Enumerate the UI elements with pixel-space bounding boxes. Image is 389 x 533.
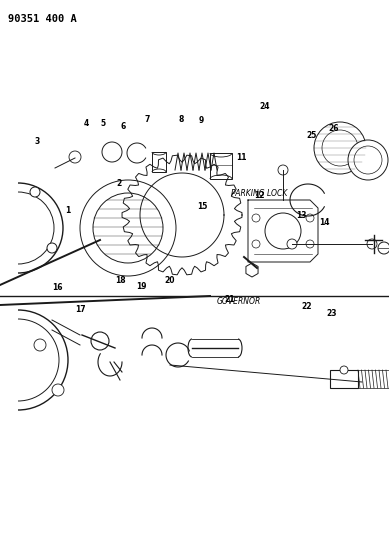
Circle shape <box>69 151 81 163</box>
Text: 11: 11 <box>236 153 246 161</box>
Text: 4: 4 <box>84 119 89 128</box>
Text: PARKING LOCK: PARKING LOCK <box>231 189 288 198</box>
Text: 24: 24 <box>259 102 270 111</box>
Text: 18: 18 <box>115 277 126 285</box>
Circle shape <box>30 187 40 197</box>
Text: 23: 23 <box>326 309 336 318</box>
Circle shape <box>252 214 260 222</box>
Circle shape <box>287 239 297 249</box>
Text: 7: 7 <box>144 116 150 124</box>
Text: 16: 16 <box>53 284 63 292</box>
Text: 3: 3 <box>34 138 40 146</box>
Text: 6: 6 <box>120 123 126 131</box>
Text: 2: 2 <box>116 180 121 188</box>
Bar <box>330 370 358 388</box>
Circle shape <box>306 214 314 222</box>
Circle shape <box>47 243 57 253</box>
Circle shape <box>322 130 358 166</box>
Bar <box>152 152 166 172</box>
Polygon shape <box>246 263 258 277</box>
Text: 20: 20 <box>165 277 175 285</box>
Text: 12: 12 <box>255 191 265 200</box>
Circle shape <box>367 239 377 249</box>
Circle shape <box>354 146 382 174</box>
Text: 14: 14 <box>320 218 330 227</box>
Text: 26: 26 <box>328 125 338 133</box>
Circle shape <box>93 193 163 263</box>
Bar <box>210 153 232 179</box>
Text: 8: 8 <box>179 116 184 124</box>
Text: GOVERNOR: GOVERNOR <box>217 297 261 306</box>
Circle shape <box>252 240 260 248</box>
Text: 15: 15 <box>197 203 207 211</box>
Circle shape <box>348 140 388 180</box>
Text: 25: 25 <box>307 132 317 140</box>
Circle shape <box>278 165 288 175</box>
Circle shape <box>80 180 176 276</box>
Text: 22: 22 <box>301 302 312 311</box>
Circle shape <box>91 332 109 350</box>
Circle shape <box>314 122 366 174</box>
Text: 5: 5 <box>101 119 106 128</box>
Circle shape <box>265 213 301 249</box>
Text: 9: 9 <box>199 117 204 125</box>
Text: 1: 1 <box>65 206 71 215</box>
Text: 17: 17 <box>75 305 86 313</box>
Circle shape <box>34 339 46 351</box>
Circle shape <box>52 384 64 396</box>
Circle shape <box>340 366 348 374</box>
Text: 19: 19 <box>136 282 146 291</box>
Circle shape <box>378 242 389 254</box>
Text: 13: 13 <box>297 212 307 220</box>
Text: 90351 400 A: 90351 400 A <box>8 14 77 24</box>
Circle shape <box>306 240 314 248</box>
Circle shape <box>102 142 122 162</box>
Text: 21: 21 <box>224 295 235 304</box>
